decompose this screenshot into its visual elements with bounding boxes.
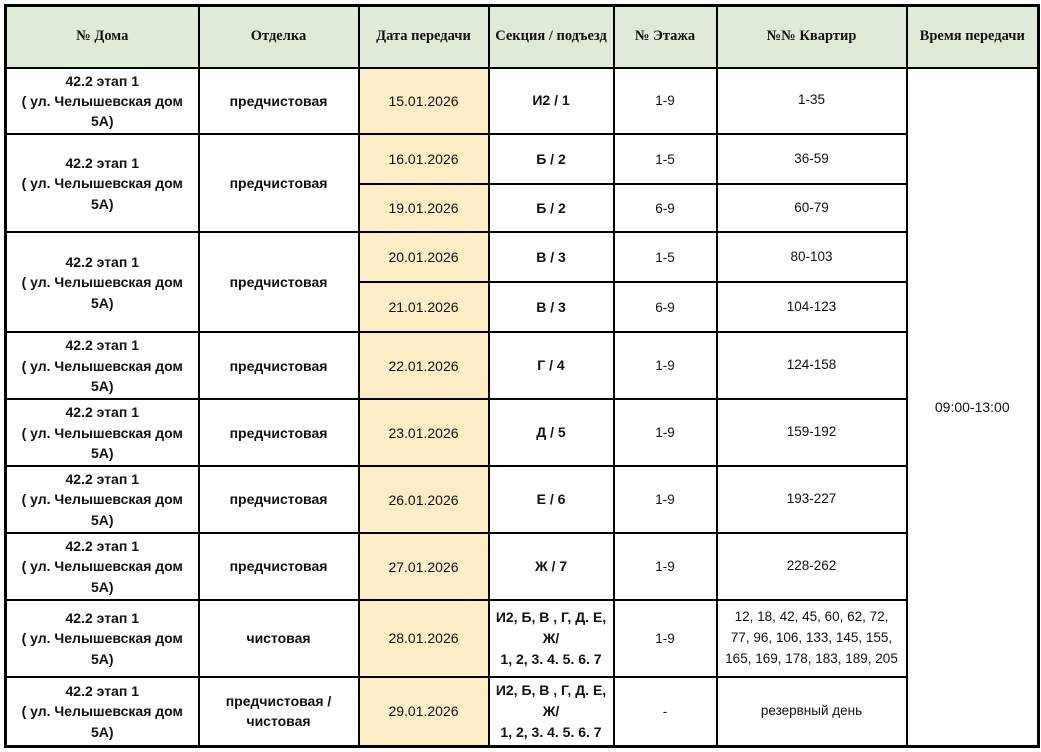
apartments-cell: 228-262 [715,532,908,601]
date-cell: 21.01.2026 [357,281,490,334]
apartments-cell: 80-103 [715,231,908,284]
finish-cell: предчистовая [197,398,360,468]
table-row: 42.2 этап 1 ( ул. Челышевская дом 5А) пр… [4,231,1039,334]
section-cell: И2 / 1 [487,66,615,136]
section-cell: Г / 4 [487,331,615,401]
table-row: 19.01.2026 Б / 2 6-9 60-79 [6,183,1039,234]
house-cell: 42.2 этап 1 ( ул. Челышевская дом 5А) [4,331,200,401]
table-row: 42.2 этап 1 ( ул. Челышевская дом 5А) пр… [4,465,1039,535]
finish-cell: предчистовая / чистовая [197,675,360,748]
finish-cell: предчистовая [197,331,360,401]
house-cell: 42.2 этап 1 ( ул. Челышевская дом 5А) [4,675,200,748]
table-row: 42.2 этап 1 ( ул. Челышевская дом 5А) пр… [4,331,1039,401]
section-cell: Б / 2 [487,133,615,186]
date-cell: 19.01.2026 [357,183,490,234]
floor-cell: 1-9 [612,66,718,136]
section-cell: Д / 5 [487,398,615,468]
date-cell: 28.01.2026 [357,598,490,678]
date-cell: 20.01.2026 [357,231,490,284]
floor-cell: 1-5 [612,133,718,186]
finish-cell: предчистовая [197,231,360,334]
house-cell: 42.2 этап 1 ( ул. Челышевская дом 5А) [4,66,200,136]
finish-cell: предчистовая [197,532,360,601]
col-header-time: Время передачи [905,4,1040,69]
date-cell: 27.01.2026 [357,532,490,601]
handover-schedule-table: № Дома Отделка Дата передачи Секция / по… [4,4,1040,748]
floor-cell: 1-9 [612,465,718,535]
section-cell: Ж / 7 [487,532,615,601]
finish-cell: предчистовая [197,133,360,234]
floor-cell: 1-9 [612,331,718,401]
floor-cell: 1-9 [612,398,718,468]
house-cell: 42.2 этап 1 ( ул. Челышевская дом 5А) [4,598,200,678]
date-cell: 29.01.2026 [357,675,490,748]
house-cell: 42.2 этап 1 ( ул. Челышевская дом 5А) [4,465,200,535]
apartments-cell: резервный день [715,675,908,748]
col-header-finish: Отделка [197,4,360,69]
table-row: 42.2 этап 1 ( ул. Челышевская дом 5А) чи… [4,598,1039,678]
col-header-apartments: №№ Квартир [715,4,908,69]
apartments-cell: 60-79 [715,183,908,234]
floor-cell: 6-9 [612,183,718,234]
apartments-cell: 159-192 [715,398,908,468]
section-cell: И2, Б, В , Г, Д. Е, Ж/ 1, 2, 3. 4. 5. 6.… [487,675,615,748]
table-row: 42.2 этап 1 ( ул. Челышевская дом 5А) пр… [4,66,1040,748]
date-cell: 23.01.2026 [357,398,490,468]
house-cell: 42.2 этап 1 ( ул. Челышевская дом 5А) [4,532,200,601]
date-cell: 26.01.2026 [357,465,490,535]
house-cell: 42.2 этап 1 ( ул. Челышевская дом 5А) [4,231,200,334]
col-header-house: № Дома [4,4,200,69]
table-row: 42.2 этап 1 ( ул. Челышевская дом 5А) пр… [4,398,1039,468]
date-cell: 16.01.2026 [357,133,490,186]
apartments-cell: 1-35 [715,66,908,136]
section-cell: Е / 6 [487,465,615,535]
floor-cell: 1-5 [612,231,718,284]
table-row: 21.01.2026 В / 3 6-9 104-123 [6,281,1039,334]
section-cell: Б / 2 [487,183,615,234]
finish-cell: чистовая [197,598,360,678]
apartments-cell: 193-227 [715,465,908,535]
floor-cell: 1-9 [612,598,718,678]
finish-cell: предчистовая [197,66,360,136]
table-row: 42.2 этап 1 ( ул. Челышевская дом 5А) пр… [4,133,1039,234]
apartments-cell: 124-158 [715,331,908,401]
col-header-date: Дата передачи [357,4,490,69]
date-cell: 22.01.2026 [357,331,490,401]
transfer-time-cell: 09:00-13:00 [905,66,1040,748]
apartments-cell: 12, 18, 42, 45, 60, 62, 72, 77, 96, 106,… [715,598,908,678]
section-cell: И2, Б, В , Г, Д. Е, Ж/ 1, 2, 3. 4. 5. 6.… [487,598,615,678]
col-header-floor: № Этажа [612,4,718,69]
apartments-cell: 36-59 [715,133,908,186]
table-row: 42.2 этап 1 ( ул. Челышевская дом 5А) пр… [4,675,1039,748]
floor-cell: 1-9 [612,532,718,601]
floor-cell: - [612,675,718,748]
house-cell: 42.2 этап 1 ( ул. Челышевская дом 5А) [4,133,200,234]
table-row: 42.2 этап 1 ( ул. Челышевская дом 5А) пр… [4,532,1039,601]
date-cell: 15.01.2026 [357,66,490,136]
section-cell: В / 3 [487,231,615,284]
col-header-section: Секция / подъезд [487,4,615,69]
apartments-cell: 104-123 [715,281,908,334]
header-row: № Дома Отделка Дата передачи Секция / по… [4,4,1040,69]
finish-cell: предчистовая [197,465,360,535]
floor-cell: 6-9 [612,281,718,334]
house-cell: 42.2 этап 1 ( ул. Челышевская дом 5А) [4,398,200,468]
section-cell: В / 3 [487,281,615,334]
